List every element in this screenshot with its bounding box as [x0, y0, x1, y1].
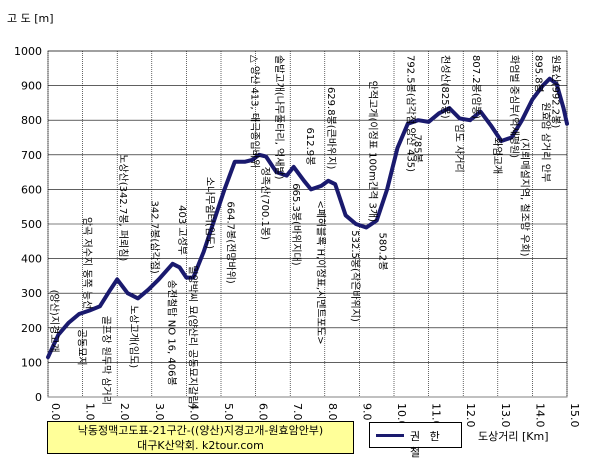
x-tick-label: 14.0: [533, 403, 546, 428]
x-tick-label: 12.0: [464, 403, 477, 428]
x-tick-label: 2.0: [118, 403, 131, 421]
y-tick-label: 800: [21, 114, 42, 127]
annotation-label: 665.3봉(바위지대): [290, 183, 303, 266]
annotation-label: 천성산(825봉): [439, 55, 451, 119]
annotation-label: 안적고개(이정표 100m간격 3개): [366, 81, 379, 222]
legend-line-swatch: [376, 434, 404, 437]
y-axis-label: 고 도 [m]: [7, 12, 54, 25]
annotation-label: 솔발고개(나무풀타리, 억새밭): [273, 55, 285, 180]
annotation-label: (지뢰매설지역, 철조망 우회): [519, 138, 531, 257]
legend-label: 권 한 철: [410, 430, 443, 459]
annotation-label: 629.8봉(큰바위지): [325, 87, 338, 170]
x-tick-label: 8.0: [326, 403, 339, 421]
annotation-label: 임도 사거리: [453, 124, 466, 173]
annotation-label: △ 양산 413, 태극종입바위: [249, 55, 262, 168]
x-tick-label: 11.0: [430, 403, 443, 428]
x-tick-label: 4.0: [187, 403, 200, 421]
annotation-label: 807.2봉(암봉): [470, 55, 482, 119]
annotation-label: 밀양박씨 묘(양산리 공동묘지갈림): [186, 265, 199, 408]
annotation-label: 골프장 원두막 삼거리: [100, 316, 112, 405]
x-tick-label: 13.0: [499, 403, 512, 428]
x-tick-label: 5.0: [222, 403, 235, 421]
annotation-label: 895.8봉: [532, 55, 544, 93]
y-tick-label: 600: [21, 183, 42, 196]
y-tick-label: 100: [21, 356, 42, 369]
x-tick-label: 10.0: [395, 403, 408, 428]
annotation-label: 공동묘지: [76, 329, 88, 366]
x-tick-label: 6.0: [257, 403, 270, 421]
x-tick-label: 0.0: [49, 403, 62, 421]
series-layer: [46, 76, 569, 360]
annotation-label: 342.7봉(삼각점): [148, 201, 160, 274]
x-tick-label: 1.0: [84, 403, 97, 421]
annotation-label: 화엄고개: [491, 137, 503, 174]
y-tick-labels: 0 100 200 300 400 500 600 700 800 900 1000: [14, 45, 42, 404]
y-tick-label: 1000: [14, 45, 42, 58]
legend: 권 한 철: [369, 422, 462, 459]
x-tick-label: 3.0: [153, 403, 166, 421]
annotation-label: 원효산(992.2봉): [550, 55, 562, 128]
x-tick-label: 7.0: [291, 403, 304, 421]
y-tick-label: 200: [21, 322, 42, 335]
annotation-label: 노상산(342.7봉, 퍼뢰침): [117, 154, 129, 261]
annotation-label: 암곡 저수지 동쪽 능선: [81, 217, 93, 309]
annotation-label: 580.2봉: [377, 233, 389, 271]
y-tick-label: 400: [21, 253, 42, 266]
grid: [47, 50, 568, 397]
y-tick-label: 500: [21, 218, 42, 231]
annotation-label: 403 고성부: [176, 205, 188, 255]
x-axis-label: 도상거리 [Km]: [478, 430, 549, 443]
annotation-label: <폐허블록 H,이정표,시멘트포도>: [314, 200, 326, 344]
annotation-label: 소나무쉼터(임도): [204, 177, 217, 249]
x-tick-labels: 0.0 1.0 2.0 3.0 4.0 5.0 6.0 7.0 8.0 9.0 10.0 11.0 12…: [49, 403, 581, 428]
annotation-label: 원효암 삼거리 안부: [539, 102, 551, 182]
y-tick-label: 0: [35, 391, 42, 404]
annotation-label: 532.5봉(작은바위지): [349, 230, 362, 322]
annotation-label: 노상고개(임도): [128, 305, 141, 368]
x-tick-label: 9.0: [360, 403, 373, 421]
annotation-label: 664.7봉(전망바위): [224, 201, 237, 284]
annotation-label: 612.9봉: [304, 128, 316, 166]
y-tick-label: 700: [21, 149, 42, 162]
annotation-label: 785봉: [411, 135, 423, 163]
x-tick-label: 15.0: [568, 403, 581, 428]
chart-title: 낙동정맥고도표-21구간-((양산)지경고개-원효암안부): [77, 424, 324, 437]
annotation-label: 792.5봉(삼각점 양산 435): [404, 55, 416, 172]
y-tick-label: 300: [21, 287, 42, 300]
annotation-label: 화엄벌 중심부(억새평원): [508, 55, 520, 158]
series-line: [46, 76, 569, 360]
annotation-label: 정족산(700.1봉): [259, 167, 271, 240]
annotation-label: (양산)지경고개: [48, 290, 61, 353]
annotation-label: 송전철탑 NO 16, 406봉: [166, 280, 178, 386]
y-tick-label: 900: [21, 80, 42, 93]
chart-title-box: 낙동정맥고도표-21구간-((양산)지경고개-원효암안부) 대구K산악회. k2…: [47, 421, 354, 454]
chart-subtitle: 대구K산악회. k2tour.com: [137, 439, 264, 452]
